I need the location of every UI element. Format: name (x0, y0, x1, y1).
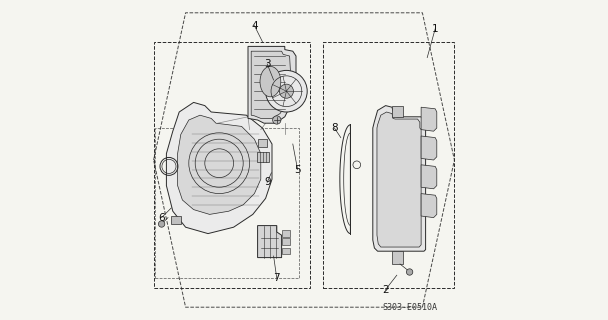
Polygon shape (251, 51, 291, 118)
Polygon shape (282, 248, 289, 254)
Polygon shape (373, 106, 426, 251)
Text: 7: 7 (274, 273, 280, 284)
Polygon shape (392, 251, 403, 264)
Polygon shape (392, 106, 403, 117)
Text: 8: 8 (331, 123, 337, 133)
Polygon shape (171, 216, 181, 224)
Polygon shape (421, 194, 437, 218)
Text: 1: 1 (432, 24, 438, 34)
Text: 3: 3 (264, 59, 271, 69)
Polygon shape (421, 136, 437, 160)
Polygon shape (258, 139, 267, 147)
Polygon shape (248, 46, 296, 123)
Text: 5: 5 (294, 164, 301, 175)
Polygon shape (377, 112, 421, 247)
Polygon shape (282, 238, 289, 245)
Polygon shape (421, 107, 437, 131)
Text: 9: 9 (264, 177, 271, 188)
Circle shape (159, 221, 165, 227)
Text: S303-E0510A: S303-E0510A (382, 303, 437, 312)
Text: 6: 6 (158, 212, 165, 223)
Polygon shape (282, 230, 289, 237)
Polygon shape (257, 152, 269, 162)
Circle shape (406, 269, 413, 275)
Polygon shape (421, 165, 437, 189)
Polygon shape (167, 102, 272, 234)
Polygon shape (258, 226, 282, 258)
Circle shape (272, 116, 281, 124)
Ellipse shape (260, 67, 281, 97)
Circle shape (266, 70, 307, 112)
Circle shape (279, 84, 294, 98)
Polygon shape (178, 115, 261, 214)
Text: 4: 4 (251, 20, 258, 31)
Text: 2: 2 (382, 284, 389, 295)
